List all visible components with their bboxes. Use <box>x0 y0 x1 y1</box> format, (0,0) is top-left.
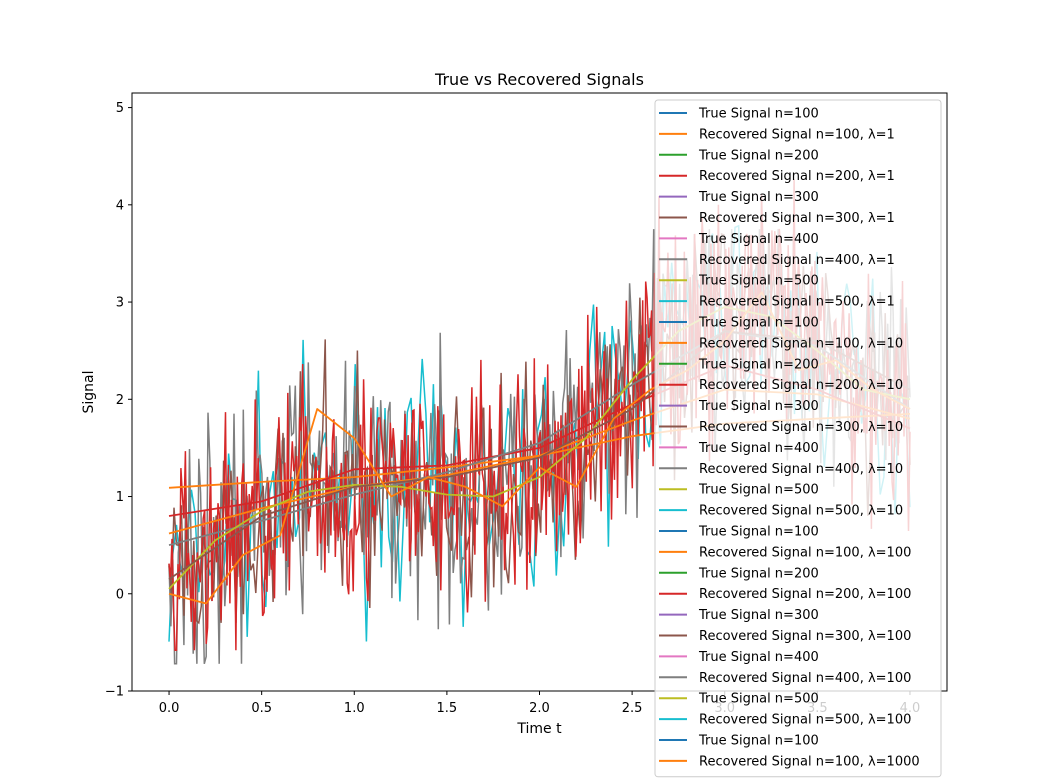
x-tick-label: 0.5 <box>251 701 272 716</box>
y-tick-label: 0 <box>116 587 124 602</box>
y-tick-label: 3 <box>116 296 124 311</box>
legend-label: Recovered Signal n=500, λ=10 <box>699 504 903 519</box>
legend-label: Recovered Signal n=500, λ=100 <box>699 713 911 728</box>
y-tick-label: 4 <box>116 198 124 213</box>
legend-label: Recovered Signal n=300, λ=100 <box>699 629 911 644</box>
x-tick-label: 2.5 <box>622 701 643 716</box>
y-tick-label: 5 <box>116 101 124 116</box>
legend-label: Recovered Signal n=300, λ=1 <box>699 211 895 226</box>
legend-label: True Signal n=200 <box>698 357 819 372</box>
legend-label: True Signal n=100 <box>698 525 819 540</box>
legend-label: Recovered Signal n=500, λ=1 <box>699 295 895 310</box>
legend-label: True Signal n=300 <box>698 608 819 623</box>
legend-label: Recovered Signal n=200, λ=100 <box>699 587 911 602</box>
legend-label: Recovered Signal n=200, λ=1 <box>699 169 895 184</box>
legend-label: Recovered Signal n=100, λ=1000 <box>699 754 920 769</box>
x-tick-label: 2.0 <box>529 701 550 716</box>
y-tick-label: 1 <box>116 490 124 505</box>
y-axis-label: Signal <box>81 370 97 413</box>
legend-label: True Signal n=100 <box>698 316 819 331</box>
x-axis-label: Time t <box>516 721 562 737</box>
x-tick-label: 1.0 <box>344 701 365 716</box>
legend-label: True Signal n=100 <box>698 107 819 122</box>
chart-title: True vs Recovered Signals <box>434 70 644 89</box>
x-tick-label: 1.5 <box>437 701 458 716</box>
legend: True Signal n=100 Recovered Signal n=100,… <box>654 99 942 778</box>
legend-label: Recovered Signal n=200, λ=10 <box>699 378 903 393</box>
legend-label: Recovered Signal n=300, λ=10 <box>699 420 903 435</box>
legend-label: True Signal n=500 <box>698 274 819 289</box>
y-tick-label: −1 <box>105 685 124 700</box>
legend-label: True Signal n=300 <box>698 399 819 414</box>
legend-label: Recovered Signal n=100, λ=100 <box>699 545 911 560</box>
legend-label: Recovered Signal n=400, λ=10 <box>699 462 903 477</box>
legend-label: Recovered Signal n=400, λ=1 <box>699 253 895 268</box>
legend-label: True Signal n=500 <box>698 483 819 498</box>
legend-label: Recovered Signal n=400, λ=100 <box>699 671 911 686</box>
legend-label: True Signal n=200 <box>698 566 819 581</box>
x-tick-label: 0.0 <box>159 701 180 716</box>
y-tick-label: 2 <box>116 393 124 408</box>
legend-label: True Signal n=100 <box>698 734 819 749</box>
legend-label: True Signal n=400 <box>698 650 819 665</box>
legend-label: Recovered Signal n=100, λ=1 <box>699 127 895 142</box>
legend-label: True Signal n=400 <box>698 232 819 247</box>
legend-label: True Signal n=200 <box>698 148 819 163</box>
legend-label: Recovered Signal n=100, λ=10 <box>699 336 903 351</box>
legend-label: True Signal n=500 <box>698 692 819 707</box>
y-axis-ticks: −1 0 1 2 3 4 5 <box>105 101 132 700</box>
legend-box <box>654 99 942 778</box>
legend-label: True Signal n=400 <box>698 441 819 456</box>
legend-label: True Signal n=300 <box>698 190 819 205</box>
